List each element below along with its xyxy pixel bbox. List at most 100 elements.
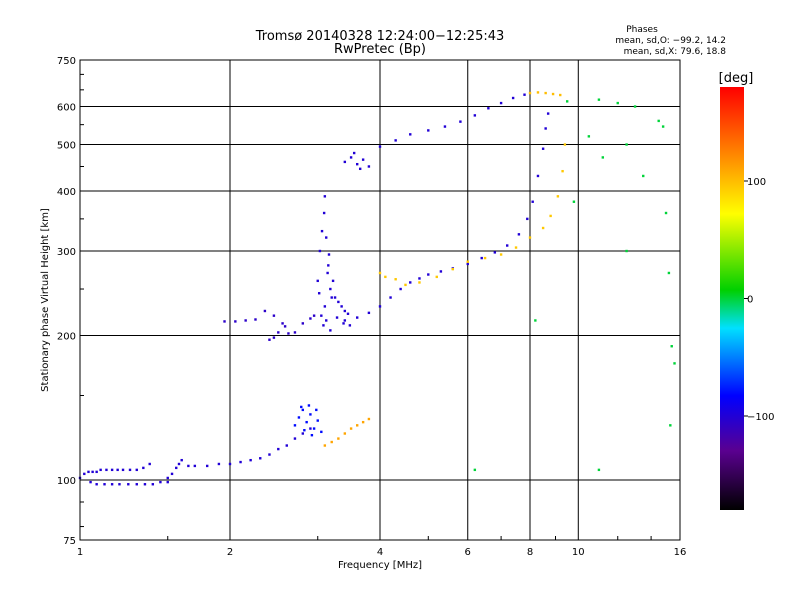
data-point	[551, 92, 555, 96]
data-point	[670, 345, 673, 348]
series-f1-spread	[316, 195, 352, 332]
data-point	[565, 100, 569, 103]
colorbar-ticks: 100 0 −100	[744, 177, 774, 423]
data-point	[91, 470, 94, 474]
data-point	[367, 417, 371, 421]
x-axis-label: Frequency [MHz]	[338, 560, 422, 571]
data-point	[559, 93, 562, 97]
data-point	[309, 427, 312, 430]
y-tick-label: 100	[57, 476, 76, 487]
data-point	[367, 165, 371, 168]
data-point	[303, 429, 306, 432]
data-point	[272, 314, 276, 317]
data-point	[616, 101, 619, 105]
y-axis-ticks: 75 100 200 300 400 500 600 750	[57, 56, 84, 547]
data-point	[249, 458, 252, 462]
data-point	[281, 322, 284, 325]
data-point	[259, 457, 262, 460]
data-point	[546, 112, 550, 115]
data-point	[312, 427, 316, 430]
data-point	[322, 211, 326, 215]
y-tick-label: 750	[57, 56, 76, 67]
data-point	[143, 483, 147, 486]
data-point	[89, 480, 92, 484]
data-point	[409, 133, 412, 136]
data-point	[473, 468, 477, 472]
data-point	[597, 468, 601, 472]
data-point	[330, 440, 333, 444]
data-point	[323, 305, 327, 308]
data-point	[315, 408, 318, 412]
data-point	[517, 233, 521, 236]
data-point	[378, 305, 382, 308]
chart-subtitle: RwPretec (Bp)	[334, 42, 426, 57]
data-point	[541, 226, 545, 230]
data-point	[572, 200, 576, 203]
phases-o-mode: mean, sd,O: −99.2, 14.2	[615, 36, 726, 46]
data-point	[187, 464, 190, 468]
data-point	[293, 331, 297, 334]
data-point	[326, 271, 329, 275]
data-point	[335, 316, 339, 319]
data-point	[166, 480, 169, 484]
data-point	[170, 472, 174, 476]
x-tick-label: 6	[465, 547, 471, 558]
data-point	[329, 329, 332, 332]
data-point	[151, 483, 155, 486]
data-point	[561, 169, 564, 173]
x-tick-label: 16	[674, 547, 687, 558]
data-point	[316, 279, 319, 283]
data-point	[669, 424, 672, 427]
data-point	[394, 139, 397, 142]
data-point	[268, 338, 271, 341]
data-point	[642, 174, 645, 178]
data-point	[404, 283, 407, 287]
data-point	[135, 468, 138, 472]
series-e-layer-trace	[78, 427, 312, 486]
data-point	[323, 444, 327, 447]
data-point	[536, 174, 540, 178]
x-tick-label: 4	[377, 547, 383, 558]
data-point	[263, 309, 267, 313]
data-point	[499, 253, 503, 256]
series-e-layer-scatter	[293, 404, 323, 437]
data-point	[394, 278, 397, 281]
data-point	[544, 127, 547, 130]
y-tick-label: 75	[63, 536, 76, 547]
data-point	[493, 251, 497, 254]
colorbar	[720, 87, 744, 510]
data-point	[180, 458, 183, 462]
data-point	[329, 287, 332, 291]
plot-frame	[79, 59, 681, 541]
data-point	[358, 167, 362, 171]
series-noise	[473, 98, 676, 472]
data-point	[435, 275, 438, 279]
data-point	[389, 296, 392, 299]
data-point	[348, 324, 352, 327]
data-point	[427, 273, 430, 276]
data-point	[352, 151, 356, 155]
data-point	[159, 480, 162, 484]
data-point	[459, 120, 462, 123]
data-point	[534, 319, 537, 322]
data-point	[343, 309, 347, 313]
data-point	[418, 281, 421, 284]
data-point	[322, 324, 325, 327]
data-point	[320, 229, 324, 233]
data-point	[127, 483, 130, 486]
x-tick-label: 2	[227, 547, 233, 558]
data-point	[309, 317, 312, 320]
data-point	[283, 325, 287, 328]
data-point	[128, 468, 132, 472]
data-point	[323, 195, 327, 198]
data-point	[325, 319, 328, 322]
data-point	[601, 156, 605, 159]
data-point	[342, 322, 345, 325]
data-point	[536, 91, 540, 94]
data-point	[355, 316, 359, 319]
series-es-x-mode	[323, 417, 371, 447]
data-point	[177, 462, 181, 466]
series-f2-x-mode	[378, 143, 567, 287]
data-point	[673, 362, 676, 365]
data-point	[661, 125, 665, 128]
